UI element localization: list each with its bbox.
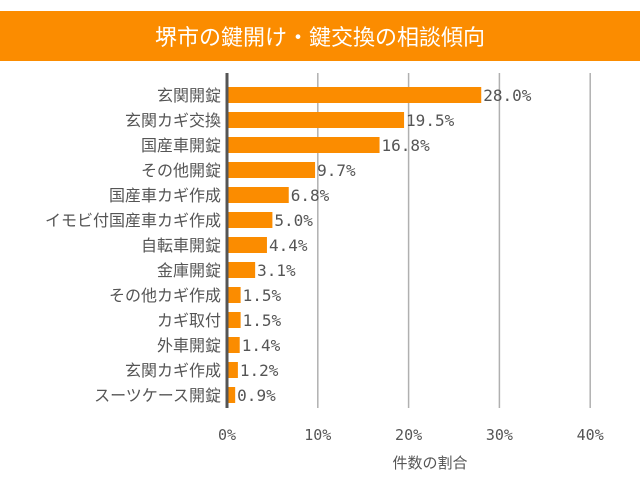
category-label: 玄関開錠 bbox=[157, 86, 221, 105]
category-label: 外車開錠 bbox=[157, 336, 221, 355]
bar bbox=[227, 287, 241, 303]
data-label: 3.1% bbox=[257, 261, 296, 280]
title-bar: 堺市の鍵開け・鍵交換の相談傾向 bbox=[0, 11, 640, 61]
bar bbox=[227, 387, 236, 403]
category-label: 国産車開錠 bbox=[141, 136, 221, 155]
data-label: 6.8% bbox=[291, 186, 330, 205]
x-tick-label: 0% bbox=[218, 426, 236, 444]
data-label: 0.9% bbox=[237, 386, 276, 405]
bar bbox=[227, 87, 482, 103]
category-label: 玄関カギ交換 bbox=[125, 111, 221, 130]
category-label: その他開錠 bbox=[141, 161, 221, 180]
category-label: スーツケース開錠 bbox=[94, 386, 221, 405]
bar bbox=[227, 112, 405, 128]
category-label: 国産車カギ作成 bbox=[109, 186, 221, 205]
bar bbox=[227, 137, 380, 153]
data-label: 28.0% bbox=[483, 86, 532, 105]
data-label: 9.7% bbox=[317, 161, 356, 180]
data-label: 19.5% bbox=[406, 111, 455, 130]
data-label: 1.5% bbox=[243, 311, 282, 330]
category-label: その他カギ作成 bbox=[109, 286, 221, 305]
x-tick-label: 20% bbox=[395, 426, 422, 444]
category-label: カギ取付 bbox=[157, 311, 221, 330]
bar bbox=[227, 337, 240, 353]
data-label: 1.5% bbox=[243, 286, 282, 305]
x-tick-label: 30% bbox=[486, 426, 513, 444]
category-label: 玄関カギ作成 bbox=[125, 361, 221, 380]
category-label: 自転車開錠 bbox=[141, 236, 221, 255]
data-label: 1.4% bbox=[242, 336, 281, 355]
bar bbox=[227, 162, 316, 178]
data-label: 16.8% bbox=[382, 136, 431, 155]
chart-title: 堺市の鍵開け・鍵交換の相談傾向 bbox=[154, 26, 485, 51]
data-label: 5.0% bbox=[274, 211, 313, 230]
bar bbox=[227, 187, 289, 203]
x-axis-label: 件数の割合 bbox=[392, 454, 467, 472]
category-label: 金庫開錠 bbox=[157, 261, 221, 280]
data-label: 4.4% bbox=[269, 236, 308, 255]
bar bbox=[227, 362, 238, 378]
bar bbox=[227, 237, 267, 253]
bar bbox=[227, 312, 241, 328]
bar bbox=[227, 212, 273, 228]
data-label: 1.2% bbox=[240, 361, 279, 380]
x-tick-label: 10% bbox=[304, 426, 331, 444]
category-label: イモビ付国産車カギ作成 bbox=[45, 211, 221, 230]
x-tick-label: 40% bbox=[577, 426, 604, 444]
bar bbox=[227, 262, 256, 278]
